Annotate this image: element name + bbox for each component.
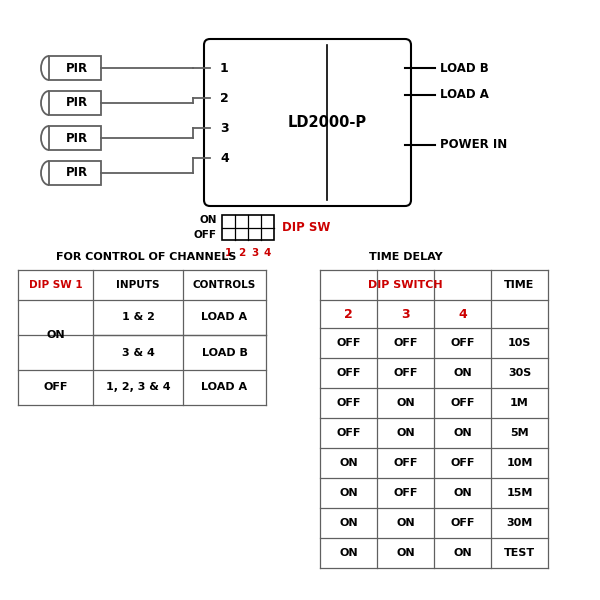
Text: 5M: 5M [510,428,529,438]
Text: 4: 4 [264,248,271,258]
Text: OFF: OFF [337,368,361,378]
Text: PIR: PIR [66,166,88,179]
Text: ON: ON [339,488,358,498]
Text: OFF: OFF [451,518,475,528]
Text: 2: 2 [238,248,245,258]
Text: 3: 3 [251,248,258,258]
Text: ON: ON [396,548,415,558]
Text: OFF: OFF [337,338,361,348]
Text: 3: 3 [401,307,410,320]
Text: OFF: OFF [394,338,418,348]
Text: 4: 4 [458,307,467,320]
Text: 3 & 4: 3 & 4 [122,347,154,358]
Text: OFF: OFF [337,428,361,438]
Text: 3: 3 [220,121,229,134]
Text: LOAD A: LOAD A [202,313,248,323]
Bar [49,56,101,80]
Text: OFF: OFF [394,458,418,468]
Text: OFF: OFF [451,398,475,408]
Text: TIME: TIME [505,280,535,290]
Text: LOAD A: LOAD A [202,383,248,392]
Text: OFF: OFF [394,488,418,498]
Text: 1, 2, 3 & 4: 1, 2, 3 & 4 [106,383,170,392]
Text: 4: 4 [220,151,229,164]
Text: LOAD B: LOAD B [202,347,247,358]
Text: OFF: OFF [43,383,68,392]
Text: ON: ON [396,518,415,528]
Text: PIR: PIR [66,131,88,145]
Bar [49,161,101,185]
Text: ON: ON [339,518,358,528]
Text: ON: ON [453,428,472,438]
Text: 10M: 10M [506,458,533,468]
Text: DIP SW 1: DIP SW 1 [29,280,82,290]
FancyBboxPatch shape [204,39,411,206]
Text: LOAD B: LOAD B [440,61,489,74]
Text: 10S: 10S [508,338,531,348]
Text: OFF: OFF [337,398,361,408]
Text: 15M: 15M [506,488,533,498]
Text: OFF: OFF [394,368,418,378]
Text: LOAD A: LOAD A [440,88,489,101]
Text: ON: ON [339,548,358,558]
Text: TEST: TEST [504,548,535,558]
Text: INPUTS: INPUTS [116,280,160,290]
Text: ON: ON [453,488,472,498]
Text: CONTROLS: CONTROLS [193,280,256,290]
Text: FOR CONTROL OF CHANNELS: FOR CONTROL OF CHANNELS [56,252,236,262]
Text: ON: ON [339,458,358,468]
Bar [222,215,274,240]
Text: ON: ON [199,215,217,225]
Text: 1: 1 [220,61,229,74]
Text: 2: 2 [220,91,229,104]
Text: ON: ON [396,398,415,408]
Text: 30M: 30M [506,518,533,528]
Text: ON: ON [46,330,65,340]
Text: POWER IN: POWER IN [440,139,507,151]
Text: DIP SW: DIP SW [282,221,331,234]
Text: 1: 1 [225,248,232,258]
Text: PIR: PIR [66,61,88,74]
Text: TIME DELAY: TIME DELAY [368,252,442,262]
Bar [49,126,101,150]
Text: DIP SWITCH: DIP SWITCH [368,280,443,290]
Bar [49,91,101,115]
Text: ON: ON [453,548,472,558]
Text: 30S: 30S [508,368,531,378]
Text: OFF: OFF [451,458,475,468]
Text: 1 & 2: 1 & 2 [122,313,154,323]
Text: ON: ON [453,368,472,378]
Text: 1M: 1M [510,398,529,408]
Text: OFF: OFF [194,230,217,240]
Text: OFF: OFF [451,338,475,348]
Text: LD2000-P: LD2000-P [287,115,367,130]
Text: ON: ON [396,428,415,438]
Text: PIR: PIR [66,97,88,109]
Text: 2: 2 [344,307,353,320]
